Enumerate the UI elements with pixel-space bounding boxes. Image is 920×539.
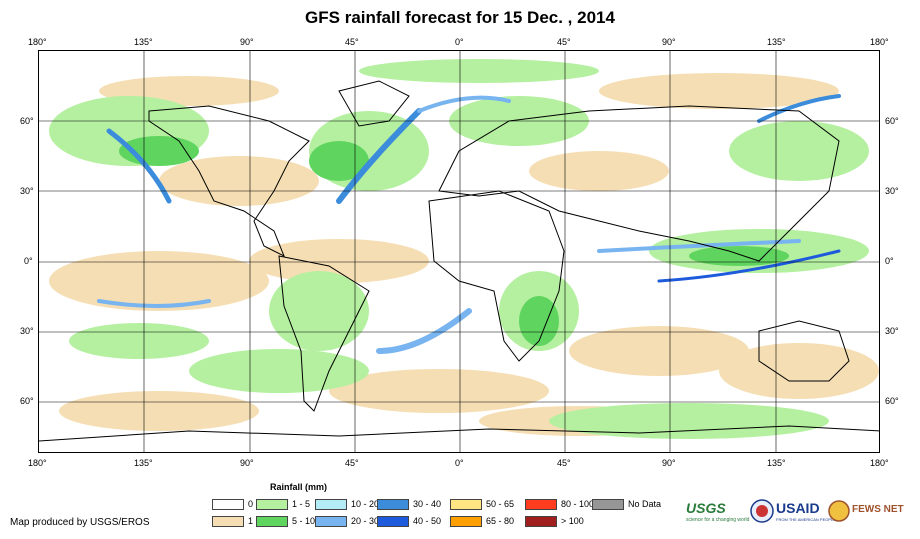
lon-label: 45°	[345, 458, 359, 468]
legend-swatch	[212, 516, 244, 527]
legend-swatch	[592, 499, 624, 510]
legend-swatch	[450, 499, 482, 510]
usaid-tagline: FROM THE AMERICAN PEOPLE	[776, 517, 836, 522]
north-america-outline	[148, 105, 310, 258]
lat-label: 30°	[885, 186, 899, 196]
greenland-outline	[338, 80, 410, 127]
map-title: GFS rainfall forecast for 15 Dec. , 2014	[305, 8, 615, 27]
rainfall-1mm-regions	[49, 73, 879, 436]
lon-label: 0°	[455, 37, 464, 47]
legend-swatch	[315, 499, 347, 510]
lon-label: 45°	[557, 37, 571, 47]
usaid-seal-icon	[750, 495, 774, 529]
legend-swatch	[377, 516, 409, 527]
legend-label: 65 - 80	[486, 516, 515, 526]
lat-label: 0°	[885, 256, 894, 266]
legend-label: 80 - 100	[561, 499, 595, 509]
eurasia-outline	[438, 105, 840, 262]
lon-label: 45°	[345, 37, 359, 47]
usgs-tagline: science for a changing world	[686, 517, 750, 523]
lat-label: 60°	[20, 396, 34, 406]
lon-label: 90°	[240, 37, 254, 47]
legend-label: 50 - 65	[486, 499, 515, 509]
lat-label: 30°	[20, 186, 34, 196]
legend-label: 40 - 50	[413, 516, 442, 526]
legend-swatch	[212, 499, 244, 510]
legend-label: No Data	[628, 499, 662, 509]
legend-swatch	[256, 499, 288, 510]
rainfall-map-graphic	[39, 51, 879, 452]
legend-swatch	[256, 516, 288, 527]
coastlines	[39, 80, 879, 442]
usaid-logo: USAID FROM THE AMERICAN PEOPLE	[776, 495, 836, 529]
lat-label: 60°	[885, 396, 899, 406]
lon-label: 135°	[134, 458, 153, 468]
lon-label: 90°	[662, 37, 676, 47]
lon-label: 135°	[134, 37, 153, 47]
lon-label: 180°	[28, 458, 47, 468]
legend-swatch	[377, 499, 409, 510]
legend-swatch	[525, 499, 557, 510]
usgs-logo: USGS science for a changing world	[686, 495, 750, 529]
lon-label: 135°	[767, 37, 786, 47]
usgs-wordmark: USGS	[686, 500, 726, 516]
legend-title: Rainfall (mm)	[270, 482, 328, 492]
graticule	[39, 51, 879, 452]
lon-label: 180°	[870, 37, 889, 47]
africa-outline	[428, 190, 565, 362]
legend-label: 5 - 10	[292, 516, 316, 526]
lon-label: 180°	[870, 458, 889, 468]
lat-label: 30°	[885, 326, 899, 336]
lon-label: 45°	[557, 458, 571, 468]
lat-label: 60°	[885, 116, 899, 126]
lon-label: 90°	[662, 458, 676, 468]
legend-label: > 100	[561, 516, 584, 526]
south-america-outline	[278, 255, 370, 412]
fews-globe-icon	[828, 500, 850, 522]
legend-label: 0	[248, 499, 254, 509]
legend-label: 30 - 40	[413, 499, 442, 509]
rainfall-heavy-regions	[97, 94, 841, 354]
legend-label: 10 - 20	[351, 499, 380, 509]
lat-label: 60°	[20, 116, 34, 126]
lon-label: 0°	[455, 458, 464, 468]
lon-label: 90°	[240, 458, 254, 468]
lon-label: 135°	[767, 458, 786, 468]
legend-label: 1 - 5	[292, 499, 311, 509]
lat-label: 0°	[24, 256, 33, 266]
legend-label: 20 - 30	[351, 516, 380, 526]
lat-label: 30°	[20, 326, 34, 336]
legend-label: 1	[248, 516, 254, 526]
usaid-wordmark: USAID	[776, 500, 820, 516]
fews-wordmark: FEWS NET	[852, 504, 904, 515]
rainfall-map	[38, 50, 880, 453]
fews-net-logo: FEWS NET	[828, 495, 906, 529]
antarctica-outline	[39, 425, 879, 442]
legend-swatch	[525, 516, 557, 527]
legend-swatch	[315, 516, 347, 527]
lon-label: 180°	[28, 37, 47, 47]
australia-outline	[758, 320, 850, 382]
legend-swatch	[450, 516, 482, 527]
map-credit: Map produced by USGS/EROS	[10, 517, 150, 528]
